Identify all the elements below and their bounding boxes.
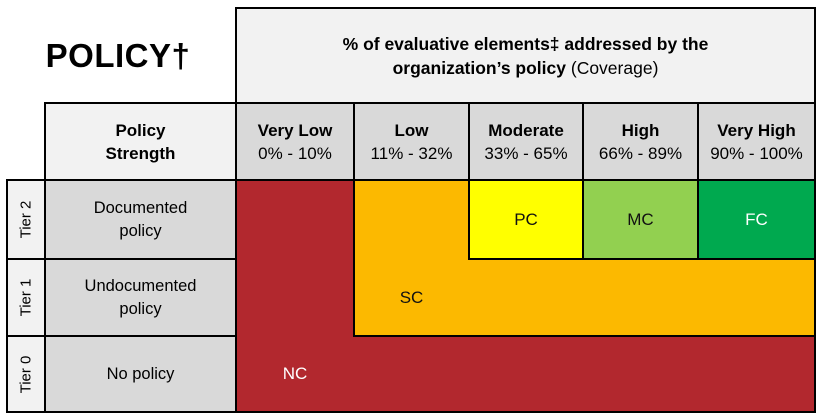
tier-text: Tier 1 xyxy=(17,278,35,317)
row-label-no-policy: No policy xyxy=(44,335,237,413)
tier-text: Tier 0 xyxy=(17,355,35,393)
column-label: Very High xyxy=(717,120,796,140)
tier-text: Tier 2 xyxy=(17,200,35,239)
rating-label-zone-nc: NC xyxy=(236,336,354,412)
row-label-documented-policy: Documented policy xyxy=(44,179,237,260)
rating-cell-pc: PC xyxy=(468,179,584,260)
column-label: Very Low xyxy=(257,120,333,140)
policy-title: POLICY† xyxy=(45,36,191,74)
column-label: High xyxy=(621,120,660,140)
rating-cell-mc: MC xyxy=(582,179,699,260)
coverage-header-line2-regular: (Coverage) xyxy=(566,57,659,78)
policy-strength-header-cell: Policy Strength xyxy=(44,102,237,181)
rating-label-sc: SC xyxy=(399,287,424,307)
rating-label-mc: MC xyxy=(627,209,654,229)
policy-title-block: POLICY† xyxy=(0,8,236,103)
column-range: 33% - 65% xyxy=(484,143,568,163)
column-range: 11% - 32% xyxy=(370,143,453,163)
rating-label-fc: FC xyxy=(745,209,768,229)
column-label: Moderate xyxy=(488,120,564,140)
rating-label-nc: NC xyxy=(282,364,308,383)
coverage-header-line1: % of evaluative elements‡ addressed by t… xyxy=(342,33,709,54)
column-range: 0% - 10% xyxy=(258,143,332,163)
column-header-high: High 66% - 89% xyxy=(582,102,699,181)
rating-cell-fc: FC xyxy=(697,179,816,260)
column-header-very-high: Very High 90% - 100% xyxy=(697,102,816,181)
row-label-text: Undocumented policy xyxy=(84,276,197,318)
coverage-header-line2: organization’s policy (Coverage) xyxy=(393,56,659,80)
coverage-header-line2-bold: organization’s policy xyxy=(392,57,566,78)
column-header-low: Low 11% - 32% xyxy=(353,102,470,181)
column-header-very-low: Very Low 0% - 10% xyxy=(235,102,355,181)
column-range: 66% - 89% xyxy=(598,143,683,163)
row-label-undocumented-policy: Undocumented policy xyxy=(44,258,237,337)
rating-label-pc: PC xyxy=(514,209,538,229)
coverage-header-cell: % of evaluative elements‡ addressed by t… xyxy=(235,7,816,104)
tier-label-tier-2: Tier 2 xyxy=(6,179,46,260)
tier-label-tier-0: Tier 0 xyxy=(6,335,46,413)
row-label-text: Documented policy xyxy=(93,198,188,240)
policy-strength-header: Policy Strength xyxy=(105,120,176,163)
column-label: Low xyxy=(394,120,429,140)
column-header-moderate: Moderate 33% - 65% xyxy=(468,102,584,181)
rating-label-zone-sc: SC xyxy=(354,259,469,336)
row-label-text: No policy xyxy=(106,364,175,383)
tier-label-tier-1: Tier 1 xyxy=(6,258,46,337)
column-range: 90% - 100% xyxy=(710,143,803,163)
